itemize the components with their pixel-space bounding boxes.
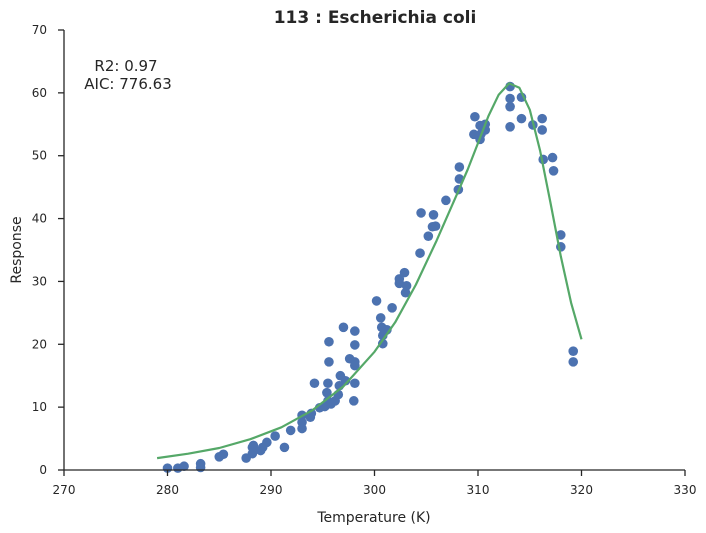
y-axis-title: Response: [9, 216, 25, 283]
data-point: [262, 437, 272, 448]
x-tick-label: 330: [674, 483, 697, 497]
data-point: [323, 378, 333, 389]
data-point: [428, 210, 439, 220]
data-point: [547, 152, 558, 163]
data-point: [548, 166, 559, 176]
x-tick-label: 310: [467, 483, 490, 497]
r2-annotation: R2: 0.97: [94, 57, 157, 75]
data-point: [537, 125, 547, 135]
data-point: [377, 338, 388, 349]
plot-area: [156, 81, 583, 473]
data-point: [350, 357, 360, 367]
data-point: [430, 221, 441, 231]
x-axis-title: Temperature (K): [316, 510, 430, 526]
data-point: [324, 357, 334, 367]
data-point: [415, 248, 425, 258]
data-point: [441, 195, 451, 206]
data-point: [350, 340, 360, 350]
x-axis-ticks: 270 280 290 300 310 320 330: [53, 470, 697, 497]
data-point: [338, 322, 349, 333]
data-point: [179, 461, 189, 472]
y-axis-ticks: 0 10 20 30 40 50 60 70: [32, 23, 64, 477]
data-point: [505, 101, 515, 112]
data-point: [340, 375, 351, 386]
data-point: [568, 346, 579, 357]
data-point: [537, 113, 547, 124]
data-point: [279, 442, 290, 453]
x-tick-label: 270: [53, 483, 76, 497]
x-tick-label: 320: [570, 483, 593, 497]
data-point: [324, 336, 334, 347]
data-point: [350, 326, 360, 336]
data-point: [423, 231, 434, 241]
data-point: [248, 440, 259, 451]
data-point: [454, 162, 465, 172]
data-point: [401, 281, 412, 291]
data-point: [285, 425, 296, 436]
data-point: [350, 378, 360, 389]
data-point: [399, 267, 410, 278]
x-tick-label: 280: [156, 483, 179, 497]
data-point: [387, 303, 397, 313]
y-tick-label: 50: [32, 149, 47, 163]
data-point: [195, 458, 206, 469]
data-point: [505, 122, 515, 132]
y-tick-label: 70: [32, 23, 47, 37]
data-point: [270, 431, 280, 441]
y-tick-label: 20: [32, 337, 47, 351]
aic-annotation: AIC: 776.63: [84, 75, 171, 93]
chart-title: 113 : Escherichia coli: [274, 8, 477, 28]
y-tick-label: 60: [32, 86, 47, 100]
data-point: [556, 230, 566, 240]
x-tick-label: 290: [260, 483, 283, 497]
y-tick-label: 30: [32, 274, 47, 288]
data-point: [322, 387, 332, 398]
data-point: [218, 449, 229, 460]
fit-curve: [156, 82, 583, 460]
x-tick-label: 300: [363, 483, 386, 497]
y-tick-label: 0: [39, 463, 47, 477]
data-point: [568, 357, 579, 367]
data-point: [297, 417, 307, 428]
data-point: [309, 378, 320, 389]
data-point: [371, 296, 382, 306]
data-point: [516, 113, 527, 124]
data-point: [470, 111, 480, 122]
data-point: [416, 208, 426, 218]
y-tick-label: 40: [32, 212, 47, 226]
y-tick-label: 10: [32, 400, 47, 414]
data-point: [375, 313, 386, 323]
data-point: [349, 396, 359, 406]
data-point: [505, 93, 515, 104]
axes: [63, 30, 685, 471]
